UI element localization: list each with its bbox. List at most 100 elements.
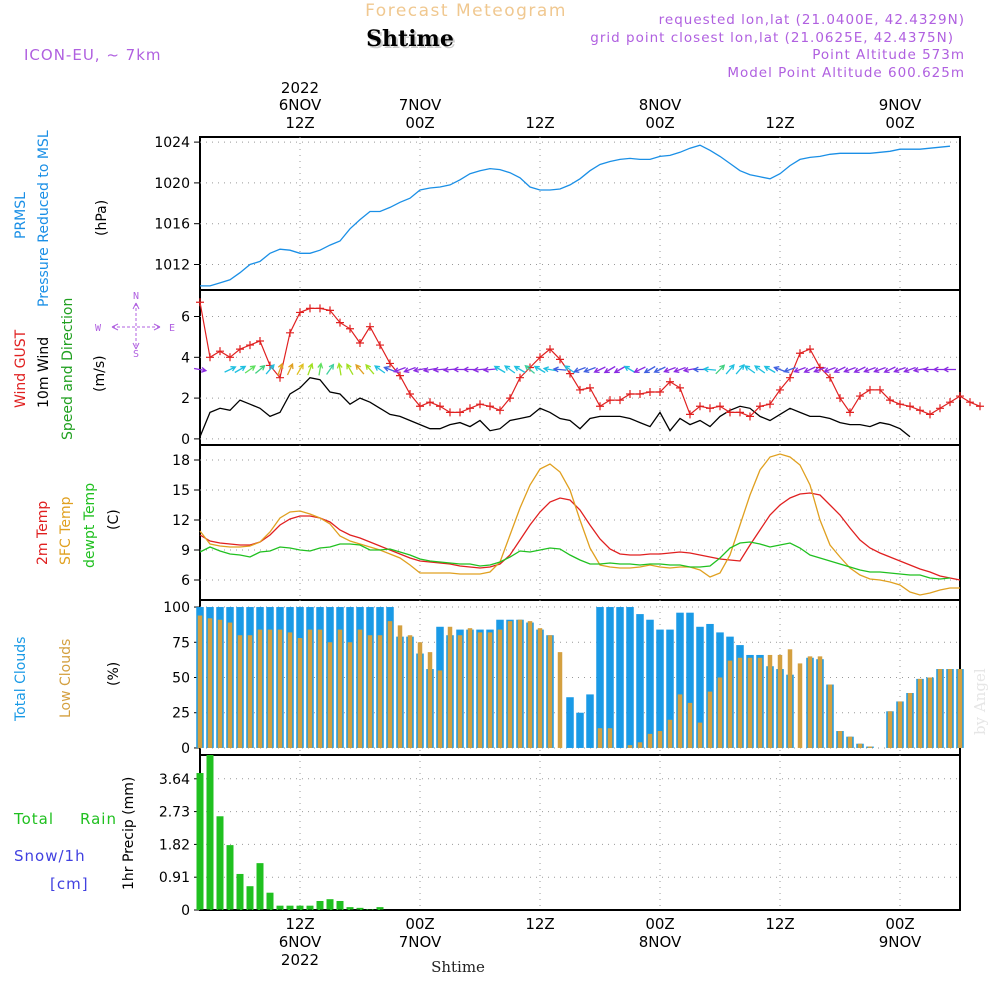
wind-direction-arrow: [403, 366, 416, 373]
y-tick-label: 1020: [154, 176, 190, 192]
temp-sfc-line: [199, 453, 960, 596]
wind-gust-marker: [286, 328, 294, 337]
wind-10m-line: [199, 376, 911, 438]
bottom-time-text: 2022: [281, 951, 319, 969]
low-cloud-bar: [737, 657, 743, 748]
wind-gust-marker: [216, 347, 224, 356]
rain-label: Rain: [80, 810, 117, 828]
snow-label: Snow/1h: [14, 847, 86, 865]
low-cloud-bar: [227, 622, 233, 748]
credit-watermark: by Angel: [971, 668, 989, 735]
wind-direction-arrow: [942, 366, 956, 373]
wind-gust-marker: [236, 345, 244, 354]
low-cloud-bar: [637, 742, 643, 748]
bottom-time-text: 12Z: [285, 915, 314, 933]
total-cloud-bar: [586, 694, 594, 748]
panel-frame: [199, 754, 961, 911]
low-cloud-bar: [237, 635, 243, 748]
wind-gust-marker: [466, 404, 474, 413]
y-tick-label: 25: [172, 706, 190, 722]
wind-direction-arrow: [673, 366, 686, 373]
y-tick-label: 2.73: [159, 805, 190, 821]
wind-direction-arrow: [613, 365, 626, 374]
wind-direction-arrow: [373, 365, 386, 374]
total-cloud-bar: [696, 626, 704, 748]
low-cloud-bar: [727, 660, 733, 748]
y-tick-label: 0: [181, 432, 190, 448]
wind-direction-arrow: [843, 366, 856, 373]
compass-n: N: [133, 291, 139, 302]
wind-direction-arrow: [813, 366, 826, 373]
compass-e: E: [169, 323, 175, 334]
plot-layer: 1012101610201024024669121518025507510000…: [154, 79, 984, 969]
low-cloud-bar: [897, 701, 903, 748]
wind-gust-marker: [586, 383, 594, 392]
wind-gust-marker: [826, 373, 834, 382]
rain-bar: [356, 907, 364, 910]
rain-bar: [316, 900, 324, 910]
temp-2m-line: [199, 492, 961, 581]
temp-dewpt-label: dewpt Temp: [82, 483, 98, 568]
compass-s: S: [133, 349, 139, 360]
low-cloud-bar: [947, 669, 953, 748]
wind-direction-arrow: [533, 365, 546, 374]
wind-gust-marker: [686, 410, 694, 419]
low-cloud-bar: [927, 677, 933, 748]
y-tick-label: 50: [172, 671, 190, 687]
wind-gust-marker: [556, 355, 564, 364]
wind-gust-marker: [446, 408, 454, 417]
wind-direction-arrow: [493, 365, 506, 374]
wind-gust-marker: [716, 402, 724, 411]
low-cloud-bar: [917, 678, 923, 748]
wind-direction-arrow: [893, 366, 906, 373]
low-cloud-bar: [777, 654, 783, 748]
total-cloud-bar: [606, 607, 614, 748]
wind-direction-arrow: [383, 366, 396, 373]
wind-direction-arrow: [254, 364, 266, 374]
wind-gust-marker: [956, 392, 964, 401]
low-cloud-bar: [297, 638, 303, 748]
rain-bar: [286, 905, 294, 910]
wind-gust-marker: [936, 404, 944, 413]
clouds-panel-labels: Total Clouds Low Clouds (%): [13, 637, 122, 722]
wind-direction-arrow: [735, 363, 745, 375]
total-cloud-bar: [576, 712, 584, 748]
low-cloud-bar: [957, 669, 963, 748]
wind-direction-arrow: [432, 366, 447, 373]
top-time-label: 12Z: [765, 114, 794, 132]
low-cloud-bar: [317, 629, 323, 748]
y-tick-label: 2: [181, 391, 190, 407]
wind-gust-marker: [356, 339, 364, 348]
wind-direction-arrow: [715, 364, 726, 375]
total-cloud-bar: [646, 619, 654, 748]
low-cloud-bar: [217, 619, 223, 748]
wind-direction-arrow: [472, 366, 487, 373]
wind-direction-arrow: [853, 366, 866, 374]
y-tick-label: 18: [172, 453, 190, 469]
low-cloud-bar: [497, 629, 503, 748]
total-cloud-bar: [616, 607, 624, 748]
low-cloud-bar: [387, 621, 393, 748]
rain-bar: [206, 755, 214, 910]
low-cloud-bar: [337, 629, 343, 748]
temp-2m-label: 2m Temp: [35, 501, 51, 565]
low-cloud-bar: [657, 731, 663, 748]
y-tick-label: 9: [181, 543, 190, 559]
low-cloud-bar: [937, 669, 943, 748]
top-time-text: 9NOV: [879, 96, 922, 114]
wind-direction-arrow: [803, 366, 816, 374]
wind-direction-arrow: [336, 362, 343, 376]
wind-direction-arrow: [603, 365, 616, 374]
wind-gust-marker: [246, 341, 254, 350]
low-cloud-bar: [787, 649, 793, 748]
wind-direction-arrow: [552, 366, 567, 373]
wind-direction-arrow: [633, 366, 646, 374]
wind-direction-arrow: [365, 363, 375, 375]
low-cloud-bar: [477, 632, 483, 748]
y-tick-label: 75: [172, 635, 190, 651]
rain-bar: [226, 845, 234, 910]
low-cloud-bar: [247, 635, 253, 748]
wind-gust-marker: [966, 398, 974, 407]
pressure-unit: (hPa): [94, 200, 110, 236]
